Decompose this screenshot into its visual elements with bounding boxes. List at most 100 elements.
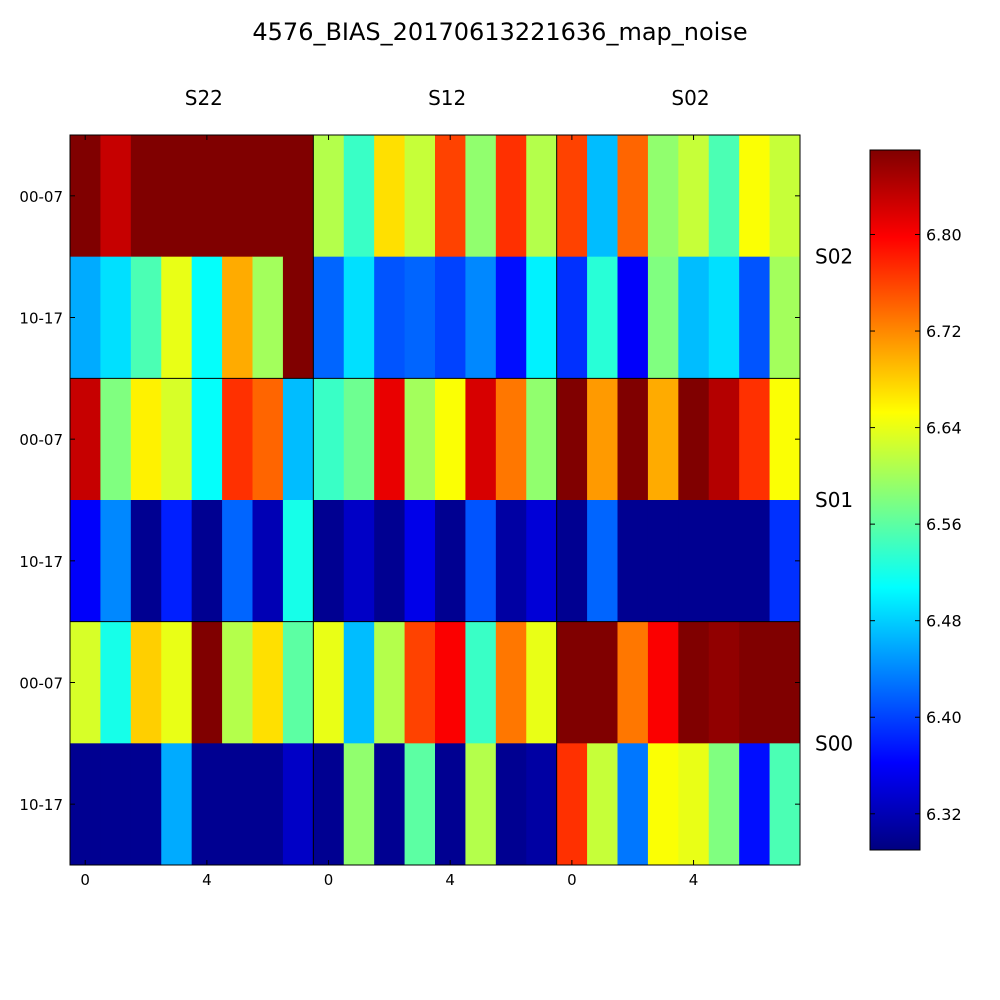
heatmap-cell	[222, 256, 253, 379]
heatmap-cell	[617, 743, 649, 866]
heatmap-cell	[374, 743, 405, 866]
axis-labels: S22 S12 S02S02S01S0000-0710-1700-0710-1700…	[19, 86, 853, 889]
heatmap-cell	[161, 378, 193, 501]
heatmap-cell	[556, 743, 588, 866]
heatmap-cell	[191, 621, 223, 744]
heatmap-cell	[739, 743, 770, 866]
heatmap-cell	[313, 500, 345, 623]
heatmap-cell	[465, 621, 497, 744]
heatmap-cell	[313, 378, 345, 501]
heatmap-cell	[70, 378, 101, 501]
heatmap-cell	[191, 743, 223, 866]
axis-ticks	[70, 135, 800, 865]
heatmap-cell	[100, 135, 132, 258]
heatmap-cell	[130, 378, 162, 501]
heatmap-cell	[404, 500, 436, 623]
heatmap-cell	[404, 378, 436, 501]
heatmap-cell	[587, 135, 618, 258]
heatmap-cell	[526, 378, 558, 501]
heatmap-cell	[587, 378, 618, 501]
heatmap-cell	[495, 500, 527, 623]
heatmap-cell	[465, 378, 497, 501]
heatmap-cell	[130, 256, 162, 379]
heatmap-cell	[708, 743, 740, 866]
heatmap-cell	[70, 135, 101, 258]
heatmap-cell	[678, 256, 710, 379]
colorbar-tick-label: 6.80	[926, 225, 962, 244]
heatmap-cell	[435, 378, 466, 501]
heatmap-cell	[282, 743, 314, 866]
heatmap-cell	[252, 500, 284, 623]
heatmap-cell	[526, 743, 558, 866]
colorbar	[869, 149, 921, 851]
column-panel-label: S22	[185, 86, 223, 110]
colorbar-tick-label: 6.72	[926, 322, 962, 341]
x-tick-label: 4	[445, 871, 455, 889]
column-panel-label: S02	[671, 86, 709, 110]
column-panel-label: S12	[428, 86, 466, 110]
heatmap-cell	[70, 256, 101, 379]
heatmap-cell	[556, 378, 588, 501]
heatmap-cell	[100, 621, 132, 744]
colorbar-ticks: 6.32 6.40 6.48 6.56 6.64 6.72 6.80	[870, 225, 962, 824]
heatmap-cell	[587, 500, 618, 623]
heatmap-cell	[282, 135, 314, 258]
heatmap-cell	[708, 500, 740, 623]
colorbar-tick-label: 6.48	[926, 612, 962, 631]
heatmap-cell	[222, 621, 253, 744]
heatmap-cell	[647, 256, 679, 379]
heatmap-cell	[556, 500, 588, 623]
heatmap-cell	[70, 500, 101, 623]
heatmap-cell	[374, 378, 405, 501]
heatmap-cell	[374, 135, 405, 258]
x-tick-label: 0	[567, 871, 577, 889]
heatmap-cell	[587, 621, 618, 744]
colorbar-tick-label: 6.32	[926, 805, 962, 824]
heatmap-cell	[252, 378, 284, 501]
heatmap-cell	[313, 256, 345, 379]
chart-title: 4576_BIAS_20170613221636_map_noise	[252, 18, 747, 46]
heatmap-cell	[191, 135, 223, 258]
heatmap-cell	[222, 135, 253, 258]
heatmap-cell	[161, 256, 193, 379]
panel-grid	[69, 134, 801, 866]
heatmap-cell	[343, 135, 375, 258]
heatmap-cell	[161, 500, 193, 623]
heatmap-cell	[252, 743, 284, 866]
heatmap-cell	[343, 256, 375, 379]
colorbar-tick-label: 6.56	[926, 515, 962, 534]
heatmap-cell	[435, 500, 466, 623]
heatmap-cell	[739, 500, 770, 623]
colorbar-tick-label: 6.40	[926, 708, 962, 727]
heatmap-cell	[678, 378, 710, 501]
heatmap-cell	[343, 378, 375, 501]
heatmap-cell	[435, 135, 466, 258]
heatmap-cell	[70, 743, 101, 866]
x-tick-label: 0	[80, 871, 90, 889]
heatmap-cell	[222, 500, 253, 623]
heatmap-cell	[617, 135, 649, 258]
heatmap-cell	[587, 743, 618, 866]
heatmap-cell	[465, 500, 497, 623]
row-panel-label: S00	[815, 731, 853, 755]
heatmap-cell	[617, 500, 649, 623]
heatmap-cell	[526, 256, 558, 379]
heatmap-cell	[161, 621, 193, 744]
y-tick-label: 00-07	[19, 188, 63, 206]
heatmap-cell	[647, 743, 679, 866]
x-tick-label: 0	[324, 871, 334, 889]
heatmap-cell	[374, 500, 405, 623]
heatmap-cell	[647, 378, 679, 501]
heatmap-cell	[313, 621, 345, 744]
heatmap-cells	[70, 135, 801, 866]
heatmap-cell	[343, 621, 375, 744]
heatmap-cell	[556, 621, 588, 744]
heatmap-cell	[374, 621, 405, 744]
heatmap-cell	[130, 135, 162, 258]
heatmap-cell	[161, 743, 193, 866]
heatmap-cell	[100, 743, 132, 866]
heatmap-cell	[191, 378, 223, 501]
y-tick-label: 00-07	[19, 675, 63, 693]
heatmap-cell	[708, 135, 740, 258]
heatmap-cell	[465, 256, 497, 379]
